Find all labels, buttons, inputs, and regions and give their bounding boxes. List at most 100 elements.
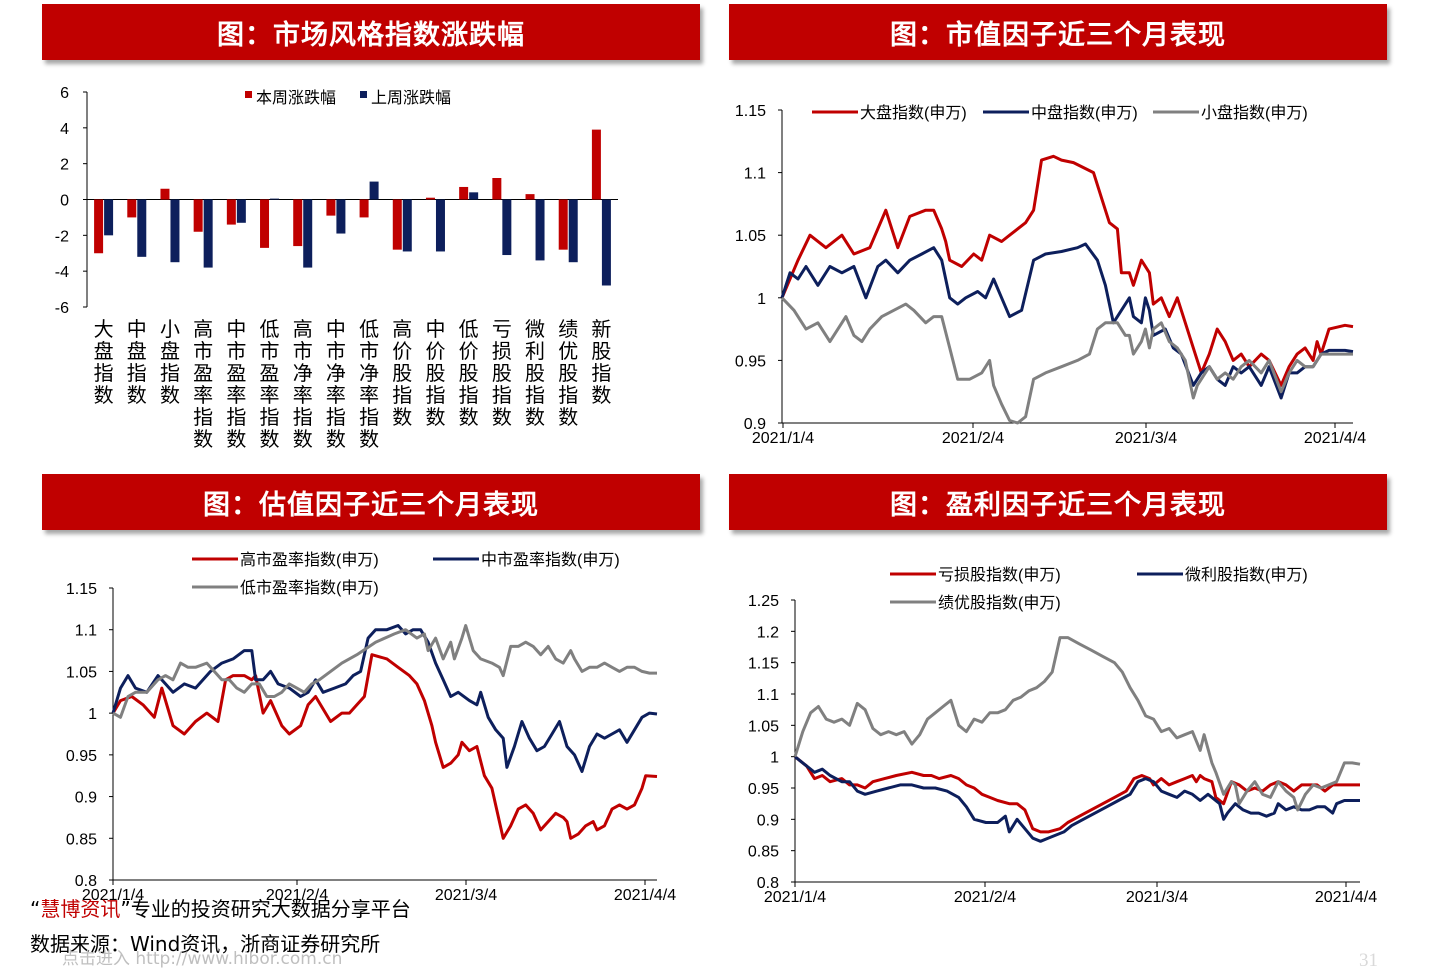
- series-line: [794, 755, 1360, 843]
- legend-label: 本周涨跌幅: [256, 89, 336, 107]
- y-tick-label: 1.15: [66, 581, 97, 598]
- legend-label: 绩优股指数(申万): [938, 594, 1061, 612]
- bar-this-week: [260, 199, 270, 248]
- y-tick-label: 0.85: [748, 844, 779, 861]
- series-line: [112, 624, 657, 719]
- y-tick-label: -4: [55, 264, 69, 281]
- bar-last-week: [435, 199, 445, 252]
- legend-marker: [360, 91, 367, 98]
- category-label: 新股指数: [591, 318, 611, 407]
- bar-last-week: [203, 199, 213, 268]
- y-tick-label: 1.1: [75, 623, 97, 640]
- legend-label: 大盘指数(申万): [860, 103, 967, 122]
- y-tick-label: 1.05: [735, 228, 766, 245]
- bar-this-week: [591, 129, 601, 200]
- y-tick-label: 1.1: [757, 687, 779, 704]
- slogan-quote-close: ”: [120, 897, 131, 921]
- bar-last-week: [469, 192, 479, 200]
- legend-label: 小盘指数(申万): [1201, 103, 1308, 122]
- series-line: [780, 296, 1353, 425]
- bar-this-week: [127, 199, 137, 218]
- y-tick-label: 0.95: [735, 353, 766, 370]
- category-label: 高价股指数: [392, 318, 412, 429]
- slogan-text: 专业的投资研究大数据分享平台: [130, 897, 411, 921]
- x-tick-label: 2021/3/4: [435, 887, 497, 904]
- y-tick-label: 0.9: [744, 416, 766, 433]
- series-line: [794, 755, 1360, 834]
- y-tick-label: 0.9: [757, 812, 779, 829]
- watermark-link[interactable]: 点击进入 http://www.hibor.com.cn: [62, 949, 343, 969]
- bar-this-week: [492, 178, 502, 200]
- bar-this-week: [359, 199, 369, 218]
- category-label: 中盘指数: [127, 318, 147, 407]
- valuation-line-chart: 0.8 0.85 0.9 0.95 1 1.05 1.1 1.15 2021/1/4 2021/2…: [66, 551, 676, 904]
- y-tick-label: 1.1: [744, 166, 766, 183]
- category-label: 亏损股指数: [492, 319, 512, 429]
- bar-last-week: [502, 199, 512, 256]
- x-tick-label: 2021/4/4: [614, 887, 676, 904]
- category-label: 中市净率指数: [326, 318, 346, 451]
- bar-this-week: [160, 188, 170, 200]
- series-line: [780, 242, 1354, 400]
- y-tick-label: 1.05: [66, 664, 97, 681]
- bar-last-week: [402, 199, 412, 252]
- y-tick-label: 1.25: [748, 593, 779, 610]
- bar-last-week: [568, 199, 578, 263]
- y-tick-label: 1: [757, 291, 766, 308]
- bar-this-week: [558, 199, 568, 250]
- y-tick-label: 0.95: [66, 748, 97, 765]
- legend-label: 上周涨跌幅: [371, 89, 451, 107]
- x-tick-label: 2021/4/4: [1315, 889, 1377, 906]
- y-tick-label: 0.9: [75, 790, 97, 807]
- slogan-brand: 慧博资讯: [40, 897, 121, 921]
- category-label: 低价股指数: [459, 318, 479, 429]
- x-tick-label: 2021/4/4: [1304, 430, 1366, 447]
- y-tick-label: 0.8: [75, 873, 97, 890]
- x-tick-label: 2021/2/4: [954, 889, 1016, 906]
- bar-this-week: [193, 199, 203, 232]
- category-label: 低市净率指数: [359, 318, 379, 451]
- x-tick-label: 2021/1/4: [82, 887, 144, 904]
- bar-this-week: [425, 197, 435, 200]
- category-label: 小盘指数: [160, 318, 180, 407]
- bar-this-week: [226, 199, 236, 225]
- category-label: 微利股指数: [525, 318, 545, 429]
- panel-title-size: 图：市值因子近三个月表现: [729, 4, 1387, 60]
- x-tick-label: 2021/1/4: [752, 430, 814, 447]
- y-tick-label: 1: [88, 706, 97, 723]
- category-label: 绩优股指数: [558, 318, 578, 429]
- legend-label: 中市盈率指数(申万): [481, 551, 620, 569]
- bar-last-week: [601, 199, 611, 286]
- data-source: 数据来源：Wind资讯，浙商证券研究所: [30, 932, 381, 956]
- x-tick-label: 2021/3/4: [1126, 889, 1188, 906]
- y-tick-label: 2: [60, 157, 69, 174]
- series-line: [793, 636, 1361, 812]
- y-tick-label: 0.8: [757, 875, 779, 892]
- category-label: 高市盈率指数: [193, 318, 213, 451]
- profit-line-chart: 0.8 0.85 0.9 0.95 1 1.05 1.1 1.15 1.2 1.25 2021/1/…: [748, 566, 1377, 906]
- bar-this-week: [326, 199, 336, 216]
- x-tick-label: 2021/1/4: [764, 889, 826, 906]
- category-label: 低市盈率指数: [260, 318, 280, 451]
- category-label: 中市盈率指数: [226, 318, 246, 451]
- bar-last-week: [270, 198, 280, 200]
- panel-title-style: 图：市场风格指数涨跌幅: [42, 4, 700, 60]
- bar-last-week: [137, 199, 147, 257]
- category-label: 高市净率指数: [293, 318, 313, 451]
- legend-label: 微利股指数(申万): [1185, 566, 1308, 584]
- legend-label: 高市盈率指数(申万): [240, 551, 379, 569]
- legend-label: 低市盈率指数(申万): [240, 579, 379, 597]
- bar-last-week: [369, 181, 379, 200]
- bar-last-week: [303, 199, 313, 268]
- bar-this-week: [525, 194, 535, 200]
- y-tick-label: 6: [60, 85, 69, 102]
- bar-last-week: [535, 199, 545, 261]
- size-line-chart: 0.9 0.95 1 1.05 1.1 1.15 2021/1/4 2021/2/4 2021/…: [735, 103, 1366, 447]
- legend-label: 中盘指数(申万): [1031, 103, 1138, 122]
- bar-last-week: [104, 199, 114, 236]
- y-tick-label: -2: [55, 228, 69, 245]
- bar-last-week: [170, 199, 180, 263]
- series-line: [780, 154, 1354, 387]
- y-tick-label: 0: [60, 193, 69, 210]
- panel-title-profit: 图：盈利因子近三个月表现: [729, 474, 1387, 530]
